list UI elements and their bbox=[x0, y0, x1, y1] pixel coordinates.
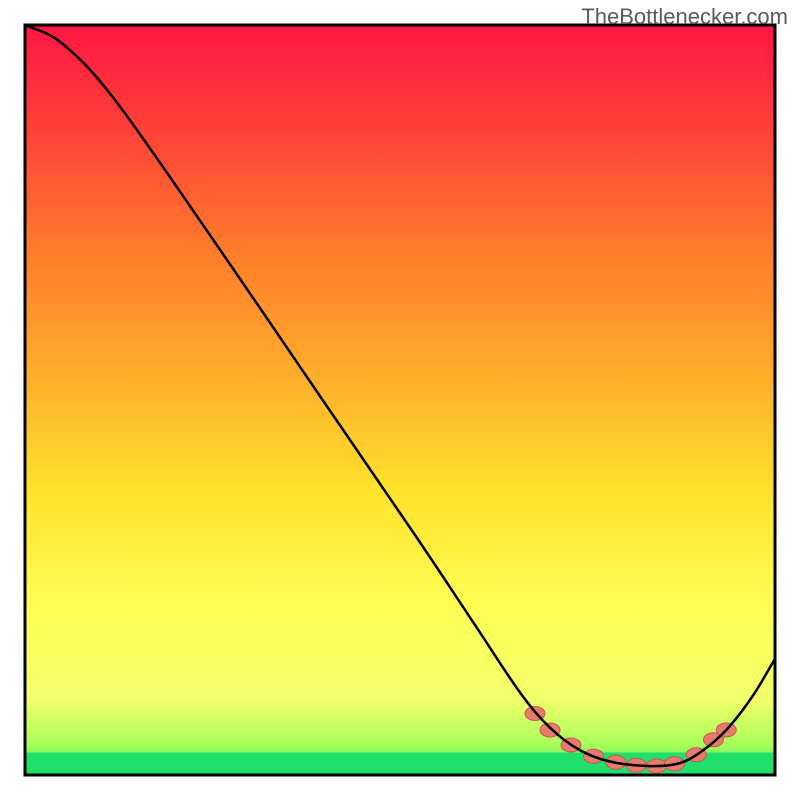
watermark-text: TheBottlenecker.com bbox=[581, 4, 788, 30]
bottleneck-curve-chart bbox=[0, 0, 800, 800]
chart-svg bbox=[0, 0, 800, 800]
chart-background bbox=[25, 25, 775, 775]
